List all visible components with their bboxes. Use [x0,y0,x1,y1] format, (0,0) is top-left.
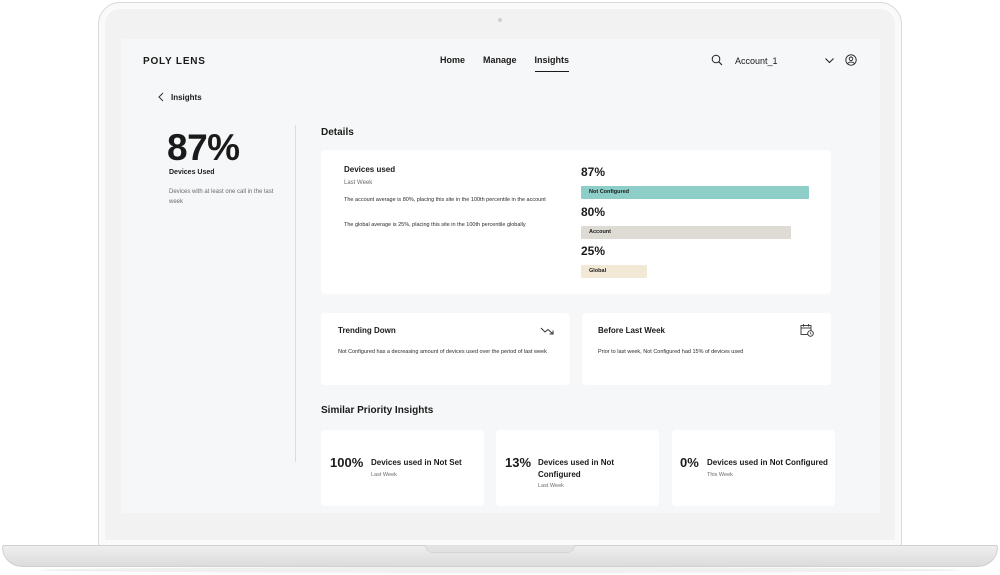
devices-used-subtitle: Last Week [344,180,373,186]
breadcrumb[interactable]: Insights [157,92,202,102]
devices-used-card: Devices used Last Week The account avera… [321,150,831,294]
trending-down-text: Not Configured has a decreasing amount o… [338,349,547,355]
nav-home[interactable]: Home [440,55,466,65]
trending-down-icon [540,327,554,335]
bar-account: Account [581,226,791,239]
calendar-icon [800,324,814,337]
chevron-down-icon[interactable] [824,55,835,66]
similar-insight-sub: Last Week [538,483,564,489]
account-average-text: The account average is 80%, placing this… [344,197,546,203]
similar-insights-title: Similar Priority Insights [321,405,434,416]
before-last-week-text: Prior to last week, Not Configured had 1… [598,349,744,355]
chevron-left-icon[interactable] [157,92,165,102]
bar-not-configured: Not Configured [581,186,809,199]
summary-value: 87% [167,127,240,168]
trending-down-card[interactable]: Trending Down Not Configured has a decre… [321,313,570,385]
top-header: POLY LENS Home Manage Insights Account_1 [121,39,880,83]
trending-down-title: Trending Down [338,326,396,335]
similar-insight-card[interactable]: 13% Devices used in Not Configured Last … [496,430,659,506]
before-last-week-card[interactable]: Before Last Week Prior to last week, Not… [582,313,831,385]
bar-value-not-configured: 87% [581,165,606,179]
summary-description: Devices with at least one call in the la… [169,189,274,205]
summary-label: Devices Used [169,169,215,176]
bar-value-global: 25% [581,244,606,258]
global-average-text: The global average is 25%, placing this … [344,222,526,228]
app-logo[interactable]: POLY LENS [143,56,206,67]
camera [498,18,502,22]
laptop-notch [425,545,575,553]
similar-insight-value: 100% [330,455,364,470]
vertical-divider [295,125,296,462]
similar-insight-title: Devices used in Not Set [371,458,462,467]
similar-insight-value: 0% [680,455,699,470]
similar-insight-sub: This Week [707,472,733,478]
similar-insight-value: 13% [505,455,532,470]
laptop-shadow [40,567,960,573]
main-nav: Home Manage Insights [440,55,569,72]
user-icon[interactable] [845,54,857,66]
account-name[interactable]: Account_1 [735,56,778,66]
bar-global: Global [581,265,647,278]
devices-used-title: Devices used [344,165,396,174]
before-last-week-title: Before Last Week [598,326,665,335]
similar-insight-card[interactable]: 100% Devices used in Not Set Last Week [321,430,484,506]
similar-insight-title: Devices used in Not Configured [707,458,828,467]
breadcrumb-label[interactable]: Insights [171,92,202,102]
similar-insight-card[interactable]: 0% Devices used in Not Configured This W… [672,430,835,506]
similar-insight-sub: Last Week [371,472,397,478]
bar-value-account: 80% [581,205,606,219]
nav-manage[interactable]: Manage [483,55,517,65]
search-icon[interactable] [711,54,723,66]
screen: POLY LENS Home Manage Insights Account_1… [121,39,880,513]
nav-insights[interactable]: Insights [534,55,569,72]
similar-insight-title: Devices used in Not Configured [538,458,615,479]
details-title: Details [321,127,354,138]
